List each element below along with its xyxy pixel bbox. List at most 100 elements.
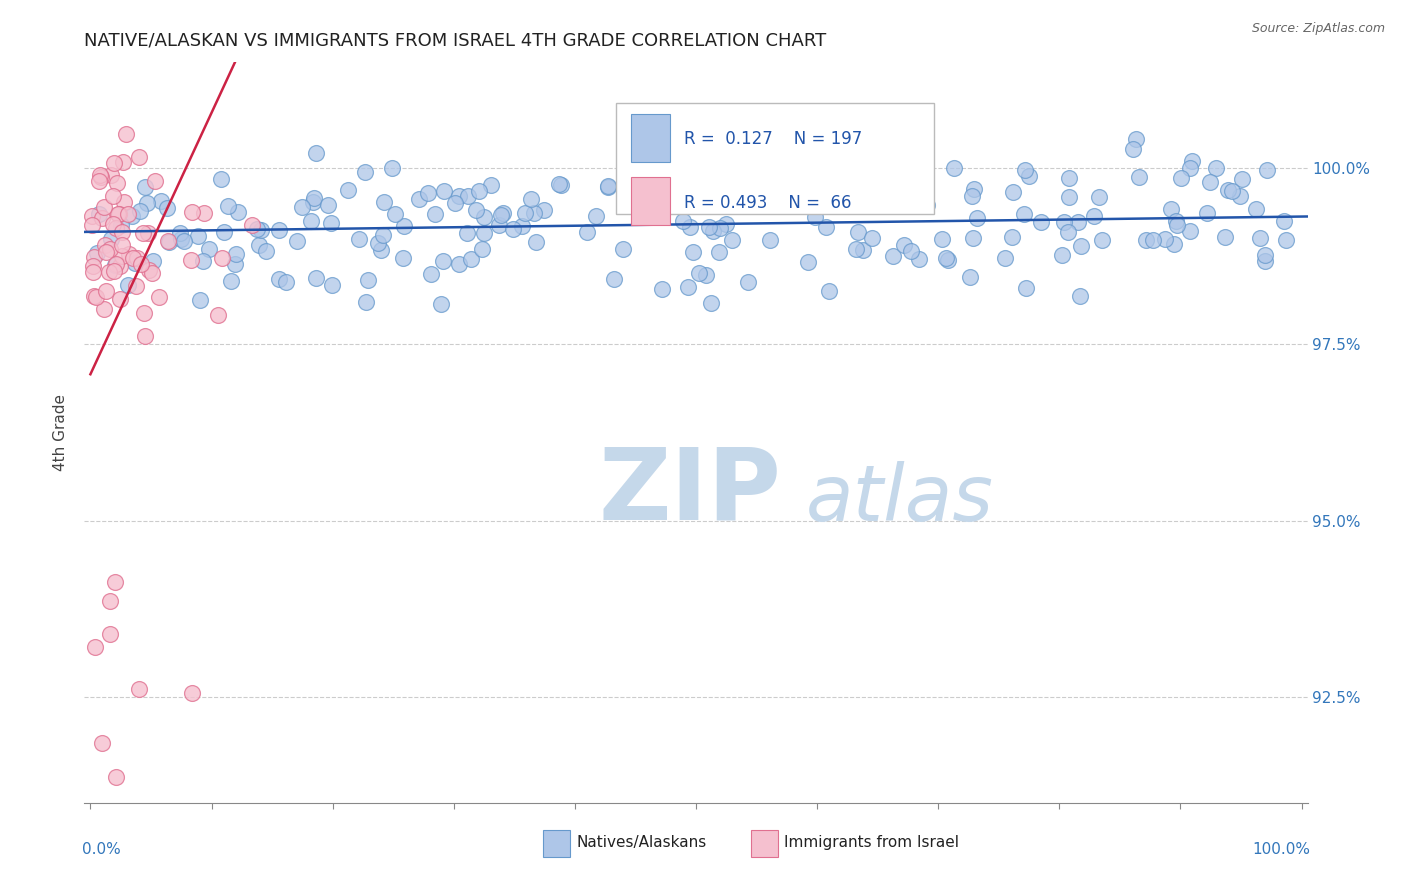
Point: [100, 232, 122, 246]
Point: [90, 169, 112, 184]
Point: [1249, 230, 1271, 244]
FancyBboxPatch shape: [751, 830, 778, 857]
Point: [512, 219, 534, 234]
Point: [187, 229, 209, 244]
Point: [682, 245, 704, 260]
Point: [585, 209, 607, 223]
Point: [472, 211, 495, 225]
Point: [1057, 225, 1080, 239]
Text: R = 0.493    N =  66: R = 0.493 N = 66: [683, 194, 851, 212]
Point: [1070, 239, 1092, 253]
Text: NATIVE/ALASKAN VS IMMIGRANTS FROM ISRAEL 4TH GRADE CORRELATION CHART: NATIVE/ALASKAN VS IMMIGRANTS FROM ISRAEL…: [84, 32, 827, 50]
Point: [117, 206, 139, 220]
Point: [104, 770, 127, 784]
Point: [101, 217, 124, 231]
Point: [651, 282, 673, 296]
Point: [128, 150, 150, 164]
Point: [1031, 214, 1053, 228]
Point: [105, 221, 128, 235]
Point: [107, 207, 129, 221]
Point: [479, 178, 502, 192]
Point: [709, 220, 731, 235]
Point: [254, 244, 277, 258]
Point: [807, 195, 830, 210]
Point: [370, 243, 392, 257]
Point: [128, 681, 150, 696]
Point: [803, 211, 825, 225]
Point: [156, 234, 179, 248]
Point: [1053, 215, 1076, 229]
Point: [316, 197, 339, 211]
Point: [697, 220, 720, 235]
Point: [193, 206, 215, 220]
Text: Natives/Alaskans: Natives/Alaskans: [576, 835, 706, 850]
Point: [112, 194, 135, 209]
Point: [94, 285, 117, 299]
Point: [733, 190, 755, 204]
Text: ZIP: ZIP: [598, 443, 780, 541]
Point: [112, 155, 135, 169]
Point: [93, 301, 115, 316]
Point: [804, 191, 827, 205]
Point: [250, 223, 273, 237]
Point: [291, 200, 314, 214]
Point: [108, 207, 131, 221]
Point: [212, 225, 235, 239]
Point: [1069, 289, 1091, 303]
Text: R =  0.127    N = 197: R = 0.127 N = 197: [683, 129, 862, 148]
Point: [373, 227, 395, 242]
Point: [207, 308, 229, 322]
Point: [1014, 163, 1036, 178]
Point: [211, 251, 233, 265]
Point: [915, 198, 938, 212]
Point: [181, 686, 204, 700]
Point: [1154, 232, 1177, 246]
Point: [845, 242, 868, 256]
Point: [460, 252, 482, 266]
Point: [86, 246, 108, 260]
Point: [1091, 233, 1114, 247]
FancyBboxPatch shape: [631, 178, 671, 226]
Point: [336, 183, 359, 197]
Point: [1050, 248, 1073, 262]
Point: [533, 203, 555, 218]
Point: [111, 249, 134, 263]
Point: [143, 174, 166, 188]
Point: [170, 232, 193, 246]
Point: [1254, 254, 1277, 268]
Point: [1274, 233, 1296, 247]
Point: [105, 177, 128, 191]
Point: [464, 203, 486, 218]
Point: [1001, 185, 1024, 199]
Point: [860, 231, 883, 245]
Point: [240, 218, 263, 232]
Point: [97, 265, 120, 279]
Point: [1213, 230, 1236, 244]
Point: [1218, 183, 1240, 197]
Point: [197, 242, 219, 256]
Point: [1128, 169, 1150, 184]
Point: [134, 328, 156, 343]
Point: [98, 627, 121, 641]
Point: [456, 226, 478, 240]
Point: [433, 184, 456, 198]
Point: [523, 206, 546, 220]
Point: [108, 292, 131, 306]
Point: [1160, 202, 1182, 216]
Point: [349, 232, 371, 246]
Point: [181, 204, 204, 219]
FancyBboxPatch shape: [631, 114, 671, 162]
Point: [356, 273, 378, 287]
Point: [96, 245, 118, 260]
Point: [631, 128, 654, 142]
Point: [392, 219, 415, 233]
Point: [1166, 218, 1188, 232]
Point: [1018, 169, 1040, 184]
Point: [1164, 214, 1187, 228]
Point: [602, 272, 624, 286]
Point: [1087, 190, 1109, 204]
Point: [1170, 171, 1192, 186]
Point: [966, 211, 988, 225]
Point: [134, 180, 156, 194]
Point: [384, 207, 406, 221]
